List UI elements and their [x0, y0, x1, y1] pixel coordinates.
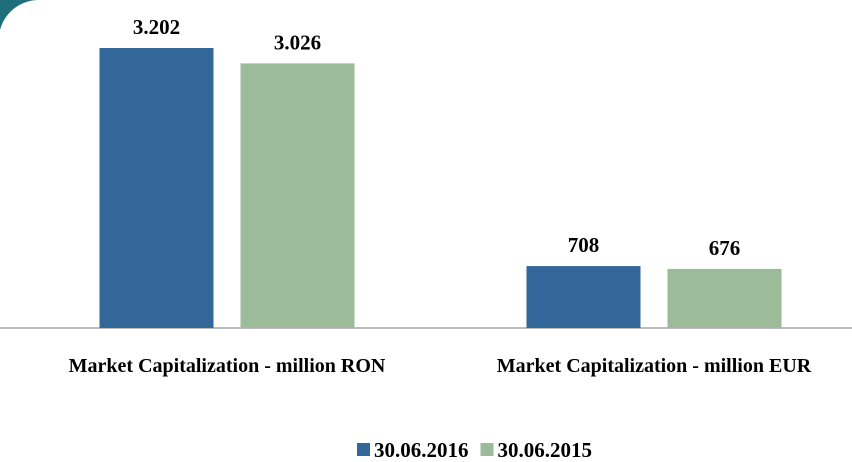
legend-label: 30.06.2016 — [374, 438, 469, 462]
bar — [667, 268, 782, 328]
bar — [240, 63, 355, 328]
x-tick-label: Market Capitalization - million RON — [68, 355, 386, 377]
legend-swatch — [480, 443, 494, 456]
data-label: 708 — [568, 233, 600, 257]
legend-label: 30.06.2015 — [498, 438, 593, 462]
bar — [526, 266, 641, 328]
data-label: 3.202 — [133, 15, 180, 39]
x-tick-label: Market Capitalization - million EUR — [496, 355, 812, 377]
corner-decoration — [0, 0, 40, 30]
data-label: 3.026 — [274, 30, 321, 54]
legend-swatch — [357, 443, 370, 456]
data-label: 676 — [709, 236, 741, 260]
bar — [99, 48, 214, 328]
